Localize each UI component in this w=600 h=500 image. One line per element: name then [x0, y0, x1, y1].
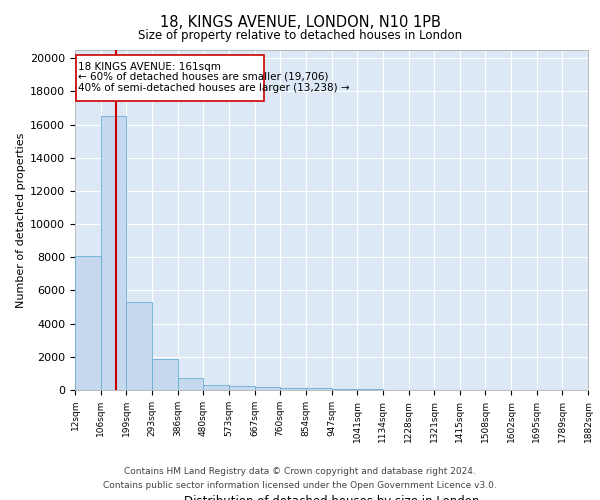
Bar [178, 378, 203, 390]
Bar [229, 386, 254, 390]
Text: Size of property relative to detached houses in London: Size of property relative to detached ho… [138, 29, 462, 42]
Bar [152, 360, 178, 390]
Text: Contains HM Land Registry data © Crown copyright and database right 2024.: Contains HM Land Registry data © Crown c… [124, 467, 476, 476]
Bar [306, 388, 331, 390]
Text: ← 60% of detached houses are smaller (19,706): ← 60% of detached houses are smaller (19… [78, 72, 329, 82]
Y-axis label: Number of detached properties: Number of detached properties [16, 132, 26, 308]
Bar [75, 256, 101, 390]
Bar [280, 388, 306, 390]
Bar [101, 116, 127, 390]
Text: 18 KINGS AVENUE: 161sqm: 18 KINGS AVENUE: 161sqm [78, 62, 221, 72]
Text: 40% of semi-detached houses are larger (13,238) →: 40% of semi-detached houses are larger (… [78, 83, 350, 93]
X-axis label: Distribution of detached houses by size in London: Distribution of detached houses by size … [184, 494, 479, 500]
Bar [127, 302, 152, 390]
Bar [76, 55, 264, 102]
Text: Contains public sector information licensed under the Open Government Licence v3: Contains public sector information licen… [103, 481, 497, 490]
Bar [203, 385, 229, 390]
Bar [331, 389, 357, 390]
Bar [254, 387, 280, 390]
Text: 18, KINGS AVENUE, LONDON, N10 1PB: 18, KINGS AVENUE, LONDON, N10 1PB [160, 15, 440, 30]
